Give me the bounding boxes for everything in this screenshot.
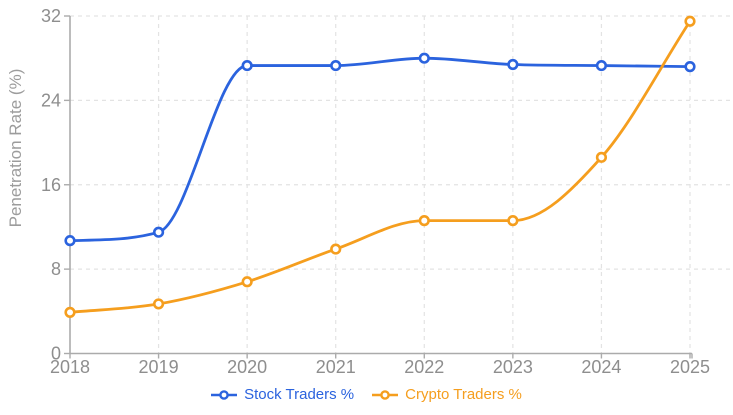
x-tick-label: 2023 bbox=[493, 357, 533, 377]
legend-item-stock[interactable]: Stock Traders % bbox=[211, 383, 354, 407]
crypto-data-point[interactable] bbox=[684, 15, 696, 27]
data-points bbox=[64, 15, 696, 318]
crypto-data-point[interactable] bbox=[507, 215, 519, 227]
y-tick-label: 24 bbox=[41, 90, 61, 110]
y-tick-label: 16 bbox=[41, 175, 61, 195]
crypto-data-point[interactable] bbox=[330, 243, 342, 255]
crypto-data-point[interactable] bbox=[64, 306, 76, 318]
x-tick-label: 2025 bbox=[670, 357, 710, 377]
y-tick-labels: 0 8 16 24 32 bbox=[41, 6, 61, 364]
stock-series-line bbox=[68, 56, 692, 243]
crypto-data-point[interactable] bbox=[152, 298, 165, 310]
x-tick-label: 2022 bbox=[404, 357, 444, 377]
x-tick-labels: 2018 2019 2020 2021 2022 2023 2024 2025 bbox=[50, 357, 710, 377]
x-tick-label: 2021 bbox=[316, 357, 356, 377]
y-axis-title: Penetration Rate (%) bbox=[6, 69, 25, 228]
y-tick-label: 32 bbox=[41, 6, 61, 26]
x-tick-label: 2024 bbox=[581, 357, 621, 377]
legend-item-crypto[interactable]: Crypto Traders % bbox=[372, 383, 522, 407]
crypto-data-point[interactable] bbox=[418, 215, 430, 227]
y-tick-label: 0 bbox=[51, 344, 61, 364]
y-tick-label: 8 bbox=[51, 259, 61, 279]
x-tick-label: 2018 bbox=[50, 357, 90, 377]
stock-series-marker-icon bbox=[211, 390, 238, 400]
chart-legend: Stock Traders % Crypto Traders % bbox=[0, 383, 733, 407]
stock-data-point[interactable] bbox=[241, 59, 253, 72]
stock-data-point[interactable] bbox=[64, 235, 76, 247]
stock-data-point[interactable] bbox=[507, 58, 519, 71]
crypto-series-marker-icon bbox=[372, 390, 399, 400]
stock-data-point[interactable] bbox=[330, 59, 342, 72]
legend-marker-point bbox=[219, 390, 229, 400]
stock-data-point[interactable] bbox=[152, 226, 165, 238]
stock-data-point[interactable] bbox=[684, 61, 696, 73]
axes bbox=[64, 15, 693, 359]
legend-label-stock: Stock Traders % bbox=[244, 386, 355, 403]
gridlines bbox=[70, 15, 733, 354]
stock-data-point[interactable] bbox=[595, 59, 608, 72]
stock-data-point[interactable] bbox=[418, 52, 430, 64]
legend-marker-point bbox=[380, 390, 390, 400]
x-tick-label: 2020 bbox=[227, 357, 267, 377]
crypto-data-point[interactable] bbox=[595, 151, 608, 163]
crypto-data-point[interactable] bbox=[241, 276, 253, 288]
legend-label-crypto: Crypto Traders % bbox=[405, 386, 522, 403]
x-tick-label: 2019 bbox=[139, 357, 179, 377]
